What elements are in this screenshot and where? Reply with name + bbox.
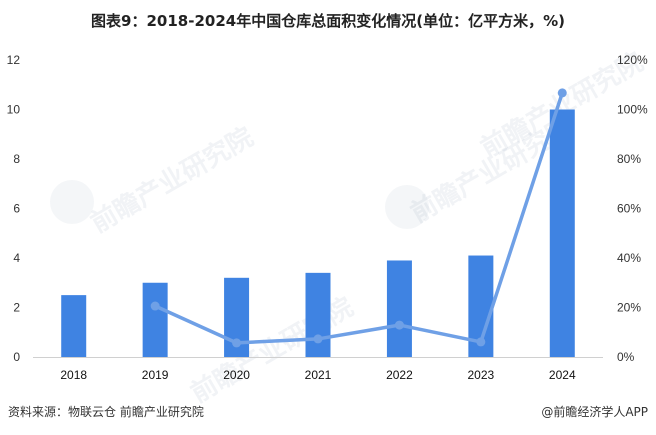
bar-2018 [61,295,87,357]
source-note: 资料来源：物联云仓 前瞻产业研究院 [8,405,204,419]
y-axis-tick-right: 100% [617,103,648,117]
growth-rate-marker [557,88,567,98]
growth-rate-marker [313,334,323,344]
x-axis-tick: 2024 [549,368,576,382]
y-axis-tick-right: 0% [617,350,635,364]
y-axis-tick-left: 12 [7,53,21,67]
bar-2024 [549,109,575,357]
x-axis-tick: 2021 [305,368,332,382]
x-axis-tick: 2022 [386,368,413,382]
bar-2019 [142,282,168,357]
y-axis-tick-left: 10 [7,103,21,117]
growth-rate-marker [394,320,404,330]
y-axis-tick-right: 120% [617,53,648,67]
y-axis-tick-left: 4 [13,251,20,265]
growth-rate-marker [476,337,486,347]
bar-2021 [305,272,331,357]
y-axis-tick-left: 6 [13,202,20,216]
x-axis-tick: 2019 [142,368,169,382]
y-axis-tick-right: 40% [617,251,641,265]
growth-rate-marker [232,338,242,348]
y-axis-tick-left: 8 [13,152,20,166]
x-axis-tick: 2020 [223,368,250,382]
y-axis-tick-right: 80% [617,152,641,166]
y-axis-tick-right: 20% [617,301,641,315]
y-axis-tick-left: 0 [13,350,20,364]
y-axis-tick-right: 60% [617,202,641,216]
y-axis-tick-left: 2 [13,301,20,315]
chart-title: 图表9：2018-2024年中国仓库总面积变化情况(单位：亿平方米，%) [91,12,565,30]
growth-rate-marker [150,301,160,311]
x-axis-tick: 2023 [468,368,495,382]
bar-2022 [386,260,412,357]
growth-rate-line [153,91,565,345]
x-axis-tick: 2018 [60,368,87,382]
credit-note: @前瞻经济学人APP [541,405,648,419]
